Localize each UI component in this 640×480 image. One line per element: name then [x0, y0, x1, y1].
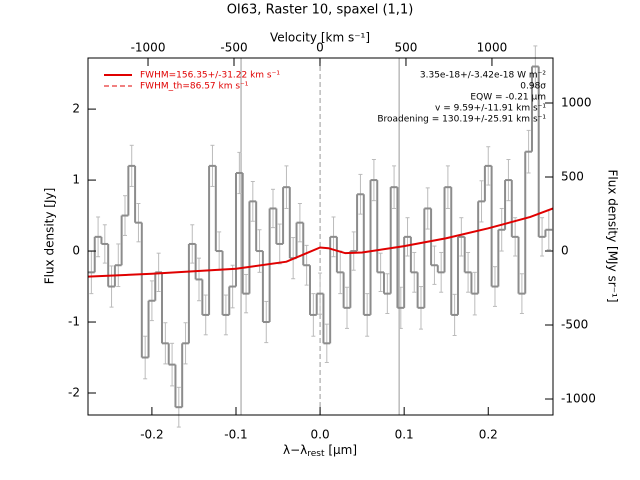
tick-label: 500	[395, 41, 418, 55]
tick-label: -500	[561, 318, 588, 332]
annotation: 0.98σ	[520, 82, 546, 92]
tick-label: 1	[72, 173, 80, 187]
annotation: v = 9.59+/-11.91 km s⁻¹	[435, 104, 546, 114]
tick-label: 1000	[477, 41, 508, 55]
annotation: EQW = -0.21 μm	[470, 93, 546, 103]
annotation: Broadening = 130.19+/-25.91 km s⁻¹	[377, 115, 546, 125]
tick-label: 0	[72, 244, 80, 258]
x-axis-label: λ−λrest [μm]	[283, 443, 357, 459]
tick-label: -2	[68, 385, 80, 399]
x-label-main: λ−λ	[283, 443, 307, 457]
tick-label: -1	[68, 315, 80, 329]
y-axis-label: Flux density [Jy]	[43, 188, 57, 285]
chart-title: OI63, Raster 10, spaxel (1,1)	[227, 3, 414, 18]
tick-label: 1000	[561, 95, 592, 109]
x-label-unit: [μm]	[325, 443, 358, 457]
legend-label: FWHM=156.35+/-31.22 km s⁻¹	[140, 71, 280, 81]
y2-axis-label: Flux density [MJy sr⁻¹]	[606, 169, 620, 302]
legend-label: FWHM_th=86.57 km s⁻¹	[140, 82, 249, 92]
tick-label: -1000	[561, 392, 596, 406]
tick-label: 0.0	[311, 428, 330, 442]
tick-label: 500	[561, 170, 584, 184]
tick-label: -500	[220, 41, 247, 55]
tick-label: 0	[561, 244, 569, 258]
tick-label: -0.2	[140, 428, 163, 442]
x2-axis-label: Velocity [km s⁻¹]	[270, 31, 370, 45]
tick-label: -1000	[131, 41, 166, 55]
tick-label: 0	[316, 41, 324, 55]
tick-label: 0.2	[479, 428, 498, 442]
tick-label: -0.1	[224, 428, 247, 442]
tick-label: 2	[72, 102, 80, 116]
fit-line	[87, 207, 554, 278]
tick-label: 0.1	[395, 428, 414, 442]
x-label-sub: rest	[307, 449, 325, 459]
annotation: 3.35e-18+/-3.42e-18 W m⁻²	[420, 71, 547, 81]
